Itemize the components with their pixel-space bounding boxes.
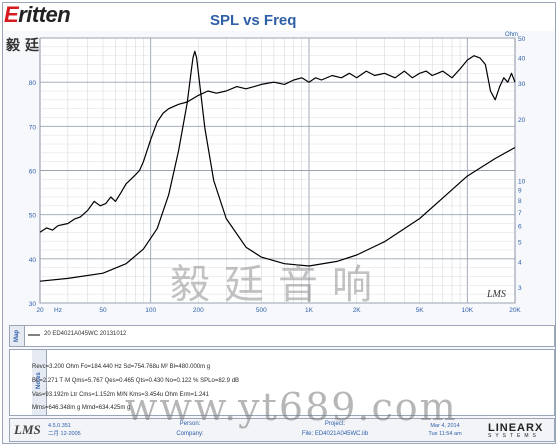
- right-tick-label: 3: [518, 285, 522, 292]
- x-tick-label: 20: [36, 307, 44, 314]
- x-tick-label: 500: [256, 307, 267, 314]
- right-tick-label: 8: [518, 198, 522, 205]
- x-tick-label: 10K: [462, 307, 474, 314]
- file-label: File: ED4021A045WC.lib: [301, 431, 369, 437]
- lms-logo: LMS: [14, 422, 41, 437]
- left-tick-label: 80: [29, 80, 37, 87]
- x-tick-label: 200: [193, 307, 204, 314]
- x-axis-unit: Hz: [54, 307, 62, 314]
- left-tick-label: 70: [29, 124, 37, 131]
- x-tick-label: 50: [99, 307, 107, 314]
- right-tick-label: 6: [518, 224, 522, 231]
- legend-entry: 20 ED4021A045WC 20131012: [44, 331, 127, 337]
- brand-logo: Eritten: [4, 2, 71, 27]
- lms-watermark: LMS: [486, 289, 506, 300]
- map-label: Map: [14, 330, 20, 342]
- right-tick-label: 10: [518, 178, 526, 185]
- date-time: Mar 4, 2014 Tue 11:54 am: [415, 422, 475, 438]
- left-tick-label: 30: [29, 301, 37, 308]
- notes-line-2: BL=2.271 T·M Qms=5.767 Qes=0.465 Qts=0.4…: [32, 378, 240, 384]
- person-label: Person:: [179, 421, 201, 427]
- notes-panel: Notes Revc=3.200 Ohm Fo=184.440 Hz Sd=75…: [9, 349, 555, 416]
- date-text: Mar 4, 2014: [430, 423, 460, 429]
- right-tick-label: 50: [518, 36, 526, 43]
- version-info: 4.5.0.351 二月 12-2005: [48, 422, 81, 438]
- right-tick-label: 30: [518, 81, 526, 88]
- version-date: 二月 12-2005: [48, 431, 81, 437]
- x-tick-label: 100: [145, 307, 156, 314]
- notes-line-3: Vas=93.192m Ltr Cms=1.152m M/N Kms=3.454…: [32, 392, 209, 398]
- notes-line-4: Mms=646.348m g Mmd=634.425m g: [32, 405, 131, 411]
- x-tick-label: 20K: [509, 307, 521, 314]
- chart-title: SPL vs Freq: [210, 12, 297, 29]
- map-panel: Map 20 ED4021A045WC 20131012: [9, 325, 555, 347]
- status-footer: LMS 4.5.0.351 二月 12-2005 Person: Company…: [9, 418, 555, 442]
- right-tick-label: 7: [518, 210, 522, 217]
- left-tick-label: 60: [29, 169, 37, 176]
- right-tick-label: 20: [518, 117, 526, 124]
- right-axis-unit: Ohm: [505, 32, 518, 38]
- watermark-url: www.yt689.com: [125, 385, 458, 429]
- left-tick-label: 50: [29, 213, 37, 220]
- time-text: Tue 11:54 am: [428, 431, 462, 437]
- right-tick-label: 4: [518, 259, 522, 266]
- company-label: Company:: [176, 431, 204, 437]
- notes-line-1: Revc=3.200 Ohm Fo=184.440 Hz Sd=754.768u…: [32, 364, 211, 370]
- right-tick-label: 9: [518, 188, 522, 195]
- impedance-curve: [39, 50, 516, 282]
- grid: [40, 37, 515, 304]
- left-tick-label: 40: [29, 257, 37, 264]
- spl-curve: [39, 55, 516, 233]
- legend-line-icon: [28, 334, 40, 336]
- right-tick-label: 5: [518, 240, 522, 247]
- version-number: 4.5.0.351: [48, 423, 71, 429]
- right-tick-label: 40: [518, 56, 526, 63]
- x-tick-label: 1K: [305, 307, 314, 314]
- watermark-chinese: 毅廷音响: [170, 262, 386, 308]
- header: [3, 3, 555, 31]
- x-tick-label: 2K: [353, 307, 362, 314]
- linearx-logo: LINEARX SYSTEMS: [488, 422, 544, 439]
- project-label: Project:: [324, 421, 346, 427]
- x-tick-label: 5K: [416, 307, 425, 314]
